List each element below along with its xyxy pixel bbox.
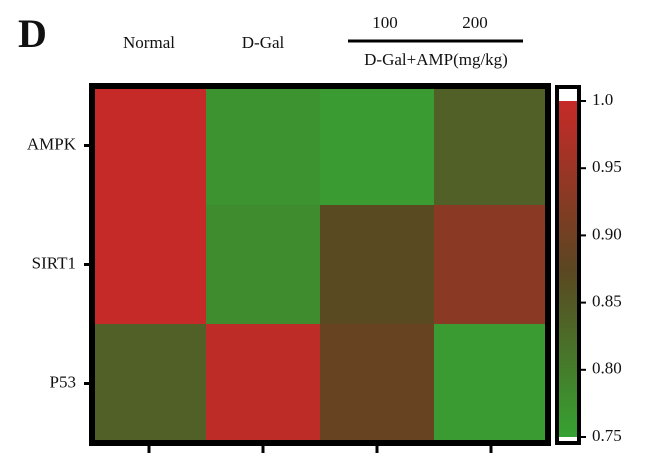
heatmap-frame [89, 83, 551, 446]
panel-label: D [18, 11, 47, 56]
heatmap-cell [320, 324, 435, 444]
heatmap-cell [434, 324, 549, 444]
colorbar-tick-label: 0.75 [592, 426, 622, 445]
heatmap-cell [206, 324, 321, 444]
heatmap-cell [92, 86, 207, 206]
heatmap-cell [92, 205, 207, 325]
colorbar-tick-label: 0.95 [592, 157, 622, 176]
heatmap-cell [434, 86, 549, 206]
colorbar-tick-label: 0.90 [592, 224, 622, 243]
row-label: SIRT1 [32, 253, 76, 272]
colorbar-gradient [559, 101, 577, 437]
column-label: Normal [123, 33, 175, 52]
heatmap-cell [434, 205, 549, 325]
colorbar-tick-label: 1.0 [592, 90, 613, 109]
row-label: AMPK [27, 134, 77, 153]
heatmap-cell [206, 205, 321, 325]
heatmap-cell [320, 205, 435, 325]
column-label: 200 [462, 13, 488, 32]
group-label: D-Gal+AMP(mg/kg) [364, 50, 508, 69]
heatmap-cell [320, 86, 435, 206]
column-label: D-Gal [242, 33, 285, 52]
colorbar-tick-label: 0.80 [592, 359, 622, 378]
colorbar-tick-label: 0.85 [592, 292, 622, 311]
column-label: 100 [372, 13, 398, 32]
heatmap-cell [92, 324, 207, 444]
heatmap-cell [206, 86, 321, 206]
row-label: P53 [50, 372, 76, 391]
